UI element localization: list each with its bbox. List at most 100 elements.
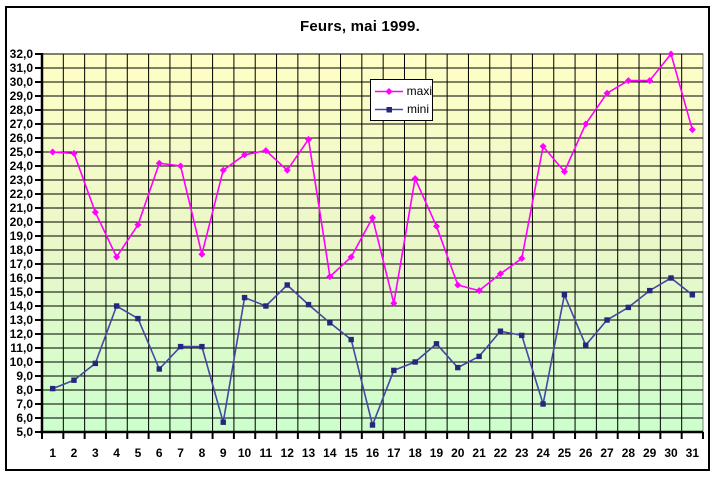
- data-point: [411, 175, 419, 183]
- svg-text:28: 28: [622, 446, 636, 460]
- svg-text:14,0: 14,0: [10, 299, 34, 313]
- data-point: [219, 166, 227, 174]
- svg-text:7,0: 7,0: [16, 397, 33, 411]
- svg-text:2: 2: [71, 446, 78, 460]
- svg-text:13: 13: [302, 446, 316, 460]
- data-point: [284, 282, 290, 288]
- legend-label-maxi: maxi: [406, 84, 432, 98]
- svg-text:9,0: 9,0: [16, 369, 33, 383]
- svg-text:17,0: 17,0: [10, 257, 34, 271]
- data-point: [604, 317, 610, 323]
- svg-text:11,0: 11,0: [10, 341, 33, 355]
- maxi-line-icon: [375, 87, 403, 95]
- data-point: [583, 342, 589, 348]
- data-point: [262, 147, 270, 155]
- data-point: [263, 303, 269, 309]
- data-point: [305, 301, 312, 308]
- data-point: [199, 343, 205, 350]
- svg-text:21: 21: [472, 446, 486, 460]
- svg-text:19,0: 19,0: [10, 229, 34, 243]
- data-point: [582, 120, 590, 128]
- data-point: [369, 422, 376, 428]
- svg-text:32,0: 32,0: [10, 47, 34, 61]
- svg-text:10: 10: [238, 446, 252, 460]
- svg-text:29: 29: [643, 446, 657, 460]
- data-point: [391, 367, 397, 374]
- svg-text:17: 17: [387, 446, 401, 460]
- svg-text:18: 18: [408, 446, 422, 460]
- data-point: [91, 208, 99, 216]
- data-point: [540, 401, 546, 407]
- data-point: [156, 366, 162, 372]
- data-point: [646, 287, 653, 294]
- data-point: [603, 89, 611, 97]
- data-point: [241, 151, 249, 159]
- data-point: [561, 292, 568, 298]
- svg-text:14: 14: [323, 446, 337, 460]
- data-point: [625, 304, 632, 311]
- data-point: [49, 385, 56, 392]
- svg-text:11: 11: [260, 446, 273, 460]
- svg-text:31: 31: [686, 446, 700, 460]
- svg-text:21,0: 21,0: [10, 201, 34, 215]
- data-point: [624, 77, 632, 85]
- svg-text:7: 7: [177, 446, 184, 460]
- data-point: [688, 126, 696, 134]
- svg-text:18,0: 18,0: [10, 243, 34, 257]
- data-point: [518, 254, 526, 262]
- data-point: [668, 275, 674, 281]
- svg-text:25: 25: [558, 446, 572, 460]
- data-point: [326, 273, 334, 281]
- data-point: [475, 287, 483, 295]
- svg-text:25,0: 25,0: [10, 145, 34, 159]
- svg-text:20,0: 20,0: [10, 215, 34, 229]
- svg-text:31,0: 31,0: [10, 61, 34, 75]
- data-point: [432, 222, 440, 230]
- svg-text:13,0: 13,0: [10, 313, 34, 327]
- svg-text:27: 27: [600, 446, 614, 460]
- svg-text:24: 24: [536, 446, 550, 460]
- y-axis-ticks: [35, 53, 42, 433]
- svg-text:26: 26: [579, 446, 593, 460]
- data-point: [496, 270, 504, 278]
- series-markers-mini: [49, 275, 696, 428]
- data-point: [327, 320, 333, 326]
- data-point: [646, 77, 654, 85]
- svg-text:3: 3: [92, 446, 99, 460]
- data-point: [454, 281, 462, 289]
- data-point: [390, 299, 398, 307]
- svg-text:23,0: 23,0: [10, 173, 34, 187]
- svg-text:22: 22: [494, 446, 508, 460]
- x-axis-ticks: [41, 432, 704, 439]
- horizontal-gridlines: [42, 53, 703, 419]
- data-point: [539, 142, 547, 150]
- svg-text:9: 9: [220, 446, 227, 460]
- data-point: [433, 341, 440, 347]
- svg-text:12,0: 12,0: [10, 327, 34, 341]
- data-point: [241, 294, 248, 301]
- data-point: [113, 303, 120, 309]
- svg-text:23: 23: [515, 446, 529, 460]
- series-markers-maxi: [49, 50, 696, 307]
- legend-item-maxi: maxi: [375, 84, 432, 98]
- data-point: [305, 135, 313, 143]
- data-point: [667, 50, 675, 58]
- data-point: [560, 168, 568, 176]
- svg-text:8,0: 8,0: [16, 383, 33, 397]
- chart-title: Feurs, mai 1999.: [300, 18, 420, 35]
- legend-item-mini: mini: [375, 102, 432, 116]
- svg-text:22,0: 22,0: [10, 187, 34, 201]
- svg-text:15,0: 15,0: [10, 285, 34, 299]
- svg-text:28,0: 28,0: [10, 103, 34, 117]
- svg-text:1: 1: [49, 446, 56, 460]
- svg-text:5,0: 5,0: [16, 425, 33, 439]
- svg-text:5: 5: [135, 446, 142, 460]
- data-point: [455, 364, 461, 371]
- data-point: [70, 149, 78, 157]
- data-point: [689, 292, 696, 298]
- data-point: [412, 359, 418, 365]
- data-point: [476, 353, 482, 360]
- svg-text:30,0: 30,0: [10, 75, 34, 89]
- data-point: [497, 328, 504, 334]
- data-point: [198, 250, 206, 258]
